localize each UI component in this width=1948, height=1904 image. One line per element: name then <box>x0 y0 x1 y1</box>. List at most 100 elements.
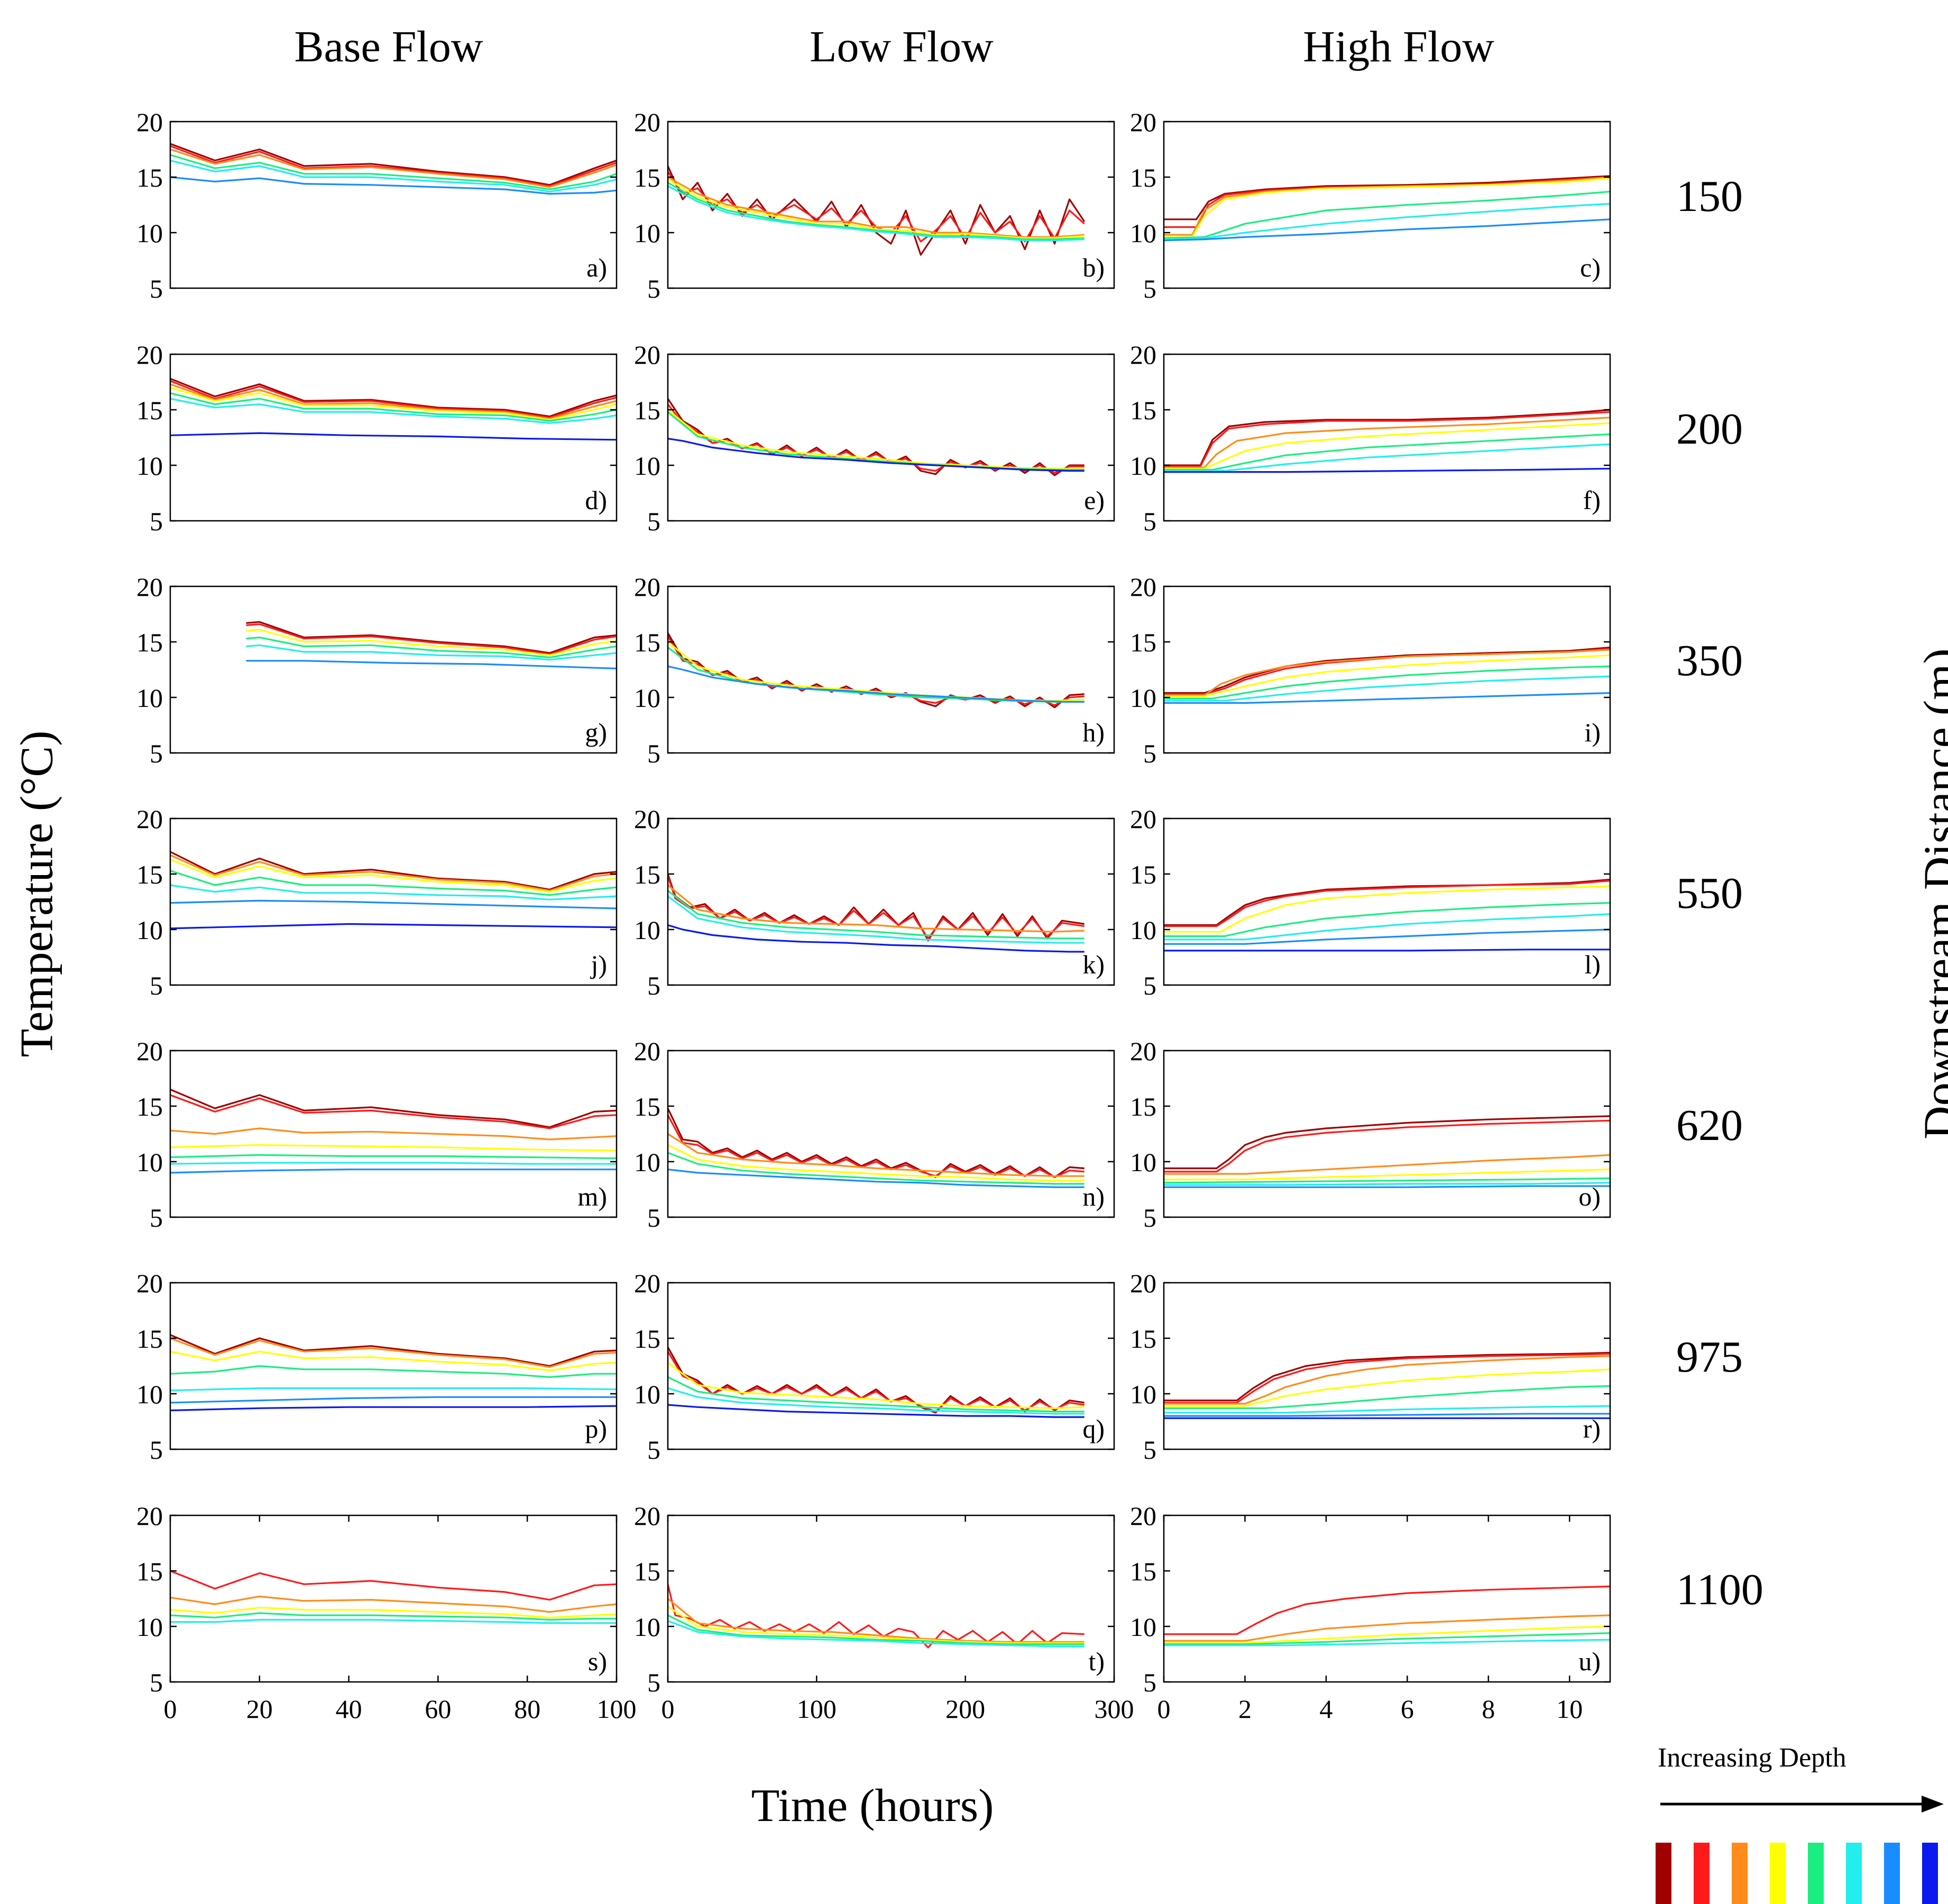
y-tick-label: 20 <box>634 804 660 834</box>
series-line-d-3 <box>170 383 617 420</box>
y-tick-label: 15 <box>1130 1324 1156 1354</box>
row-label-550: 550 <box>1676 869 1743 918</box>
y-tick-label: 15 <box>1130 1092 1156 1121</box>
series-line-d-5 <box>170 392 617 422</box>
y-tick-label: 10 <box>1130 915 1156 945</box>
series-line-o-7 <box>1164 1185 1610 1188</box>
plot-frame <box>169 1514 618 1683</box>
series-line-u-4 <box>1164 1632 1610 1645</box>
y-tick-label: 20 <box>1130 1268 1156 1298</box>
y-tick-label: 10 <box>1130 451 1156 481</box>
panel-p: 5 10 15 20 p) <box>136 1268 618 1465</box>
series-line-n-3 <box>668 1133 1085 1177</box>
y-tick-label: 10 <box>634 1147 660 1177</box>
series-line-e-1 <box>668 398 1085 476</box>
legend-swatch-5 <box>1808 1843 1824 1904</box>
panel-e: 5 10 15 20 e) <box>634 340 1115 536</box>
plot-frame <box>169 1282 618 1450</box>
series-line-a-3 <box>170 148 617 188</box>
x-tick-label: 80 <box>514 1694 540 1724</box>
series-line-u-2 <box>1164 1614 1610 1642</box>
series-line-f-1 <box>1164 409 1610 466</box>
legend-swatch-4 <box>1770 1843 1786 1904</box>
series-line-r-4 <box>1164 1368 1610 1407</box>
series-line-j-1 <box>170 851 617 890</box>
plot-frame <box>667 817 1115 986</box>
series-line-i-3 <box>1164 649 1610 696</box>
series-line-l-5 <box>1164 913 1610 941</box>
series-line-l-2 <box>1164 880 1610 927</box>
y-tick-label: 10 <box>136 1147 163 1177</box>
series-line-i-6 <box>1164 675 1610 702</box>
y-tick-label: 20 <box>634 340 660 370</box>
y-tick-label: 20 <box>136 340 163 370</box>
series-line-b-6 <box>668 185 1085 242</box>
series-line-s-3 <box>170 1606 617 1618</box>
panel-label: t) <box>1088 1647 1105 1676</box>
y-tick-label: 5 <box>647 1435 660 1465</box>
series-line-d-4 <box>170 387 617 421</box>
panel-k: 5 10 15 20 k) <box>634 804 1115 1000</box>
series-line-u-5 <box>1164 1639 1610 1647</box>
panel-u: 5 10 15 20 0 2 4 6 8 10 u) <box>1130 1501 1611 1724</box>
series-line-r-5 <box>1164 1385 1610 1409</box>
legend-swatch-6 <box>1846 1843 1862 1904</box>
series-line-l-6 <box>1164 928 1610 945</box>
series-line-k-6 <box>668 924 1085 953</box>
series-line-j-4 <box>170 870 617 896</box>
y-tick-label: 20 <box>136 804 163 834</box>
series-line-m-6 <box>170 1162 617 1165</box>
series-line-n-1 <box>668 1108 1085 1178</box>
series-line-i-2 <box>1164 648 1610 695</box>
series-line-s-1 <box>170 1570 617 1601</box>
y-tick-label: 15 <box>634 395 660 425</box>
y-tick-label: 10 <box>634 1612 660 1642</box>
y-tick-label: 15 <box>634 163 660 192</box>
series-line-d-2 <box>170 380 617 419</box>
series-line-h-1 <box>668 632 1085 709</box>
y-tick-label: 5 <box>1143 739 1156 768</box>
series-line-q-5 <box>668 1387 1085 1415</box>
series-line-i-5 <box>1164 665 1610 700</box>
panel-i: 5 10 15 20 i) <box>1130 572 1611 768</box>
y-tick-label: 15 <box>136 1092 163 1121</box>
y-tick-label: 5 <box>647 507 660 536</box>
y-tick-label: 15 <box>136 1324 163 1354</box>
panel-label: p) <box>585 1414 607 1443</box>
series-line-f-2 <box>1164 411 1610 467</box>
legend <box>1656 1796 1944 1904</box>
y-tick-label: 5 <box>1143 1668 1156 1697</box>
series-line-p-1 <box>170 1334 617 1367</box>
panel-label: m) <box>577 1182 607 1211</box>
series-line-e-5 <box>668 438 1085 472</box>
y-tick-label: 20 <box>136 1268 163 1298</box>
series-line-k-2 <box>668 876 1085 940</box>
y-tick-label: 10 <box>1130 683 1156 713</box>
series-line-m-7 <box>170 1169 617 1174</box>
series-line-r-3 <box>1164 1355 1610 1405</box>
series-line-j-5 <box>170 884 617 900</box>
legend-swatch-2 <box>1694 1843 1710 1904</box>
series-line-j-7 <box>170 923 617 930</box>
x-axis-label: Time (hours) <box>751 1780 994 1832</box>
y-tick-label: 5 <box>1143 274 1156 303</box>
series-line-r-2 <box>1164 1353 1610 1404</box>
series-line-p-2 <box>170 1337 617 1368</box>
series-line-c-4 <box>1164 177 1610 238</box>
y-tick-label: 10 <box>136 218 163 248</box>
row-label-150: 150 <box>1676 172 1743 221</box>
plot-frame <box>1163 585 1611 754</box>
series-line-a-6 <box>170 176 617 195</box>
y-tick-label: 15 <box>136 860 163 889</box>
panel-g: 5 10 15 20 g) <box>136 572 618 768</box>
depth-arrow-head <box>1922 1796 1944 1813</box>
y-tick-label: 5 <box>150 1435 163 1465</box>
plot-frame <box>667 1514 1115 1683</box>
x-tick-label: 0 <box>164 1694 177 1724</box>
y-tick-label: 15 <box>1130 628 1156 657</box>
series-line-o-6 <box>1164 1182 1610 1186</box>
series-line-o-5 <box>1164 1177 1610 1184</box>
panel-label: l) <box>1584 950 1601 979</box>
series-line-q-1 <box>668 1347 1085 1414</box>
series-line-f-3 <box>1164 417 1610 468</box>
